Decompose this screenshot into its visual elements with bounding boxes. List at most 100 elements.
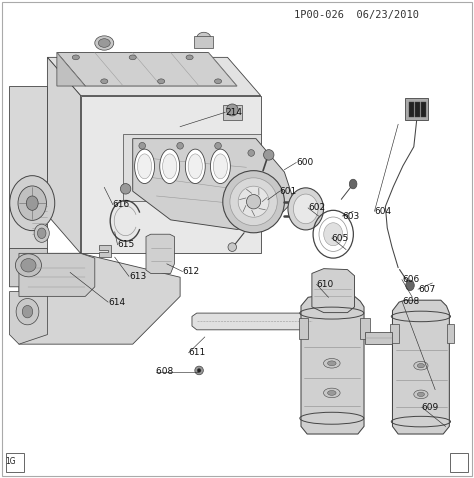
Ellipse shape — [228, 243, 237, 251]
Polygon shape — [123, 134, 261, 201]
Ellipse shape — [139, 142, 146, 149]
Ellipse shape — [215, 142, 221, 149]
Ellipse shape — [129, 55, 137, 60]
Ellipse shape — [157, 79, 165, 84]
Ellipse shape — [72, 55, 80, 60]
Ellipse shape — [120, 184, 131, 194]
Bar — [6, 453, 24, 472]
Text: 602: 602 — [308, 204, 325, 212]
Ellipse shape — [417, 364, 424, 368]
Ellipse shape — [417, 392, 424, 397]
Bar — [194, 36, 213, 48]
Bar — [360, 318, 370, 339]
Ellipse shape — [197, 33, 211, 44]
Text: 616: 616 — [113, 200, 130, 209]
Text: 214: 214 — [225, 108, 242, 117]
Ellipse shape — [328, 361, 336, 366]
Polygon shape — [192, 313, 317, 330]
Ellipse shape — [163, 154, 177, 179]
Ellipse shape — [137, 154, 152, 179]
Polygon shape — [9, 292, 47, 344]
Polygon shape — [9, 249, 47, 287]
Text: 608: 608 — [402, 297, 419, 305]
Text: 615: 615 — [118, 240, 135, 249]
Text: 609: 609 — [422, 403, 439, 412]
Polygon shape — [19, 253, 180, 344]
Ellipse shape — [288, 188, 323, 230]
Ellipse shape — [328, 391, 336, 395]
Text: 603: 603 — [342, 212, 359, 220]
Text: 1P00-026  06/23/2010: 1P00-026 06/23/2010 — [294, 11, 419, 20]
Ellipse shape — [188, 154, 202, 179]
Ellipse shape — [34, 224, 49, 242]
Polygon shape — [99, 245, 111, 257]
Bar — [409, 102, 414, 117]
Ellipse shape — [248, 150, 255, 156]
Polygon shape — [47, 57, 261, 96]
Polygon shape — [392, 300, 449, 434]
Ellipse shape — [135, 149, 155, 184]
Ellipse shape — [177, 142, 183, 149]
Ellipse shape — [16, 298, 39, 325]
Ellipse shape — [324, 223, 343, 246]
Bar — [415, 102, 420, 117]
Ellipse shape — [226, 104, 238, 116]
Ellipse shape — [195, 366, 203, 375]
Ellipse shape — [197, 369, 201, 372]
Ellipse shape — [230, 178, 277, 226]
Ellipse shape — [293, 194, 318, 224]
Ellipse shape — [27, 196, 38, 210]
Ellipse shape — [210, 149, 230, 184]
Ellipse shape — [406, 280, 414, 291]
Text: 613: 613 — [129, 272, 146, 281]
Bar — [299, 318, 308, 339]
Ellipse shape — [223, 171, 284, 233]
Polygon shape — [133, 139, 294, 229]
Polygon shape — [405, 98, 428, 120]
Text: 611: 611 — [189, 348, 206, 357]
Ellipse shape — [37, 228, 46, 239]
Polygon shape — [57, 53, 237, 86]
Ellipse shape — [22, 305, 33, 318]
Ellipse shape — [264, 150, 274, 160]
Ellipse shape — [213, 154, 228, 179]
Ellipse shape — [185, 149, 205, 184]
Ellipse shape — [214, 79, 222, 84]
Polygon shape — [365, 332, 392, 344]
Ellipse shape — [100, 79, 108, 84]
Bar — [390, 324, 399, 343]
Ellipse shape — [95, 36, 114, 50]
Ellipse shape — [323, 358, 340, 368]
Text: 606: 606 — [402, 275, 419, 284]
Text: 604: 604 — [374, 207, 392, 216]
Ellipse shape — [15, 254, 42, 277]
Bar — [223, 105, 242, 120]
Ellipse shape — [349, 179, 357, 189]
Text: 612: 612 — [182, 267, 200, 276]
Polygon shape — [9, 86, 47, 249]
Text: 600: 600 — [296, 158, 313, 167]
Text: 607: 607 — [418, 285, 435, 293]
Ellipse shape — [414, 361, 428, 370]
Ellipse shape — [186, 55, 193, 60]
Polygon shape — [301, 296, 364, 434]
Polygon shape — [19, 253, 95, 296]
Polygon shape — [312, 269, 355, 313]
Text: 1G: 1G — [5, 457, 16, 466]
Ellipse shape — [246, 195, 261, 209]
Ellipse shape — [160, 149, 180, 184]
Ellipse shape — [414, 390, 428, 399]
Bar — [447, 324, 454, 343]
Bar — [450, 453, 468, 472]
Text: 608: 608 — [156, 368, 176, 376]
Text: 614: 614 — [108, 298, 125, 306]
Polygon shape — [47, 57, 81, 253]
Ellipse shape — [323, 388, 340, 398]
Polygon shape — [146, 234, 174, 273]
Text: 605: 605 — [332, 234, 349, 242]
Polygon shape — [81, 96, 261, 253]
Ellipse shape — [238, 186, 269, 217]
Text: 601: 601 — [280, 187, 297, 196]
Text: 610: 610 — [317, 280, 334, 289]
Ellipse shape — [10, 175, 55, 231]
